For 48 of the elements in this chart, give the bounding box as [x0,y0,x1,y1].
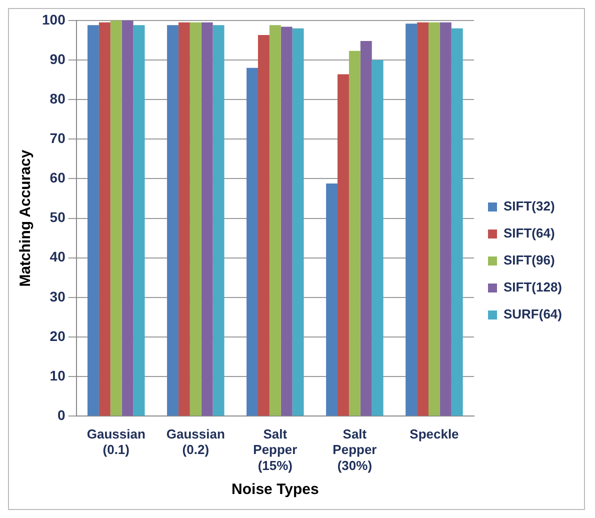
y-tick-label: 80 [50,90,66,106]
bar [269,25,281,416]
bar [122,20,134,416]
bar [110,20,122,416]
y-tick-label: 100 [42,11,66,28]
bar [201,22,213,416]
bar [360,40,372,416]
bar [292,28,304,416]
bar [417,22,428,416]
bar [167,25,178,416]
legend-label: SIFT(64) [503,226,555,241]
bar [87,25,99,416]
y-tick-label: 40 [50,248,66,265]
bar [212,25,224,416]
y-tick-label: 70 [50,130,66,146]
bar [190,22,202,416]
y-tick-label: 0 [58,407,66,424]
x-tick-label: Salt Pepper (30%) [332,426,377,473]
y-tick-label: 50 [50,209,66,226]
bar [246,68,258,416]
bar [451,28,463,416]
y-axis-title: Matching Accuracy [17,149,34,287]
bar [280,26,292,416]
bar [372,60,384,416]
y-tick-label: 30 [50,288,66,304]
bar [406,24,418,416]
legend-label: SIFT(96) [503,252,555,268]
bar [98,22,110,416]
legend-label: SURF(64) [503,306,562,322]
legend-label: SIFT(32) [503,198,555,214]
legend-label: SIFT(128) [503,280,562,295]
bar [338,74,349,416]
bar [348,50,360,416]
y-tick-label: 60 [50,170,66,186]
x-tick-label: Speckle [410,426,459,442]
bar [133,25,145,416]
x-tick-label: Gaussian (0.1) [86,426,146,458]
bar [326,183,338,416]
y-tick-label: 10 [50,367,66,384]
y-tick-label: 20 [50,328,66,344]
x-axis-title: Noise Types [232,481,319,498]
x-tick-label: Salt Pepper (15%) [253,426,298,473]
x-tick-label: Gaussian (0.2) [166,426,225,458]
bar [178,22,190,416]
bar [428,22,440,416]
bar [440,22,452,416]
bar [258,35,270,416]
y-tick-label: 90 [50,50,66,67]
